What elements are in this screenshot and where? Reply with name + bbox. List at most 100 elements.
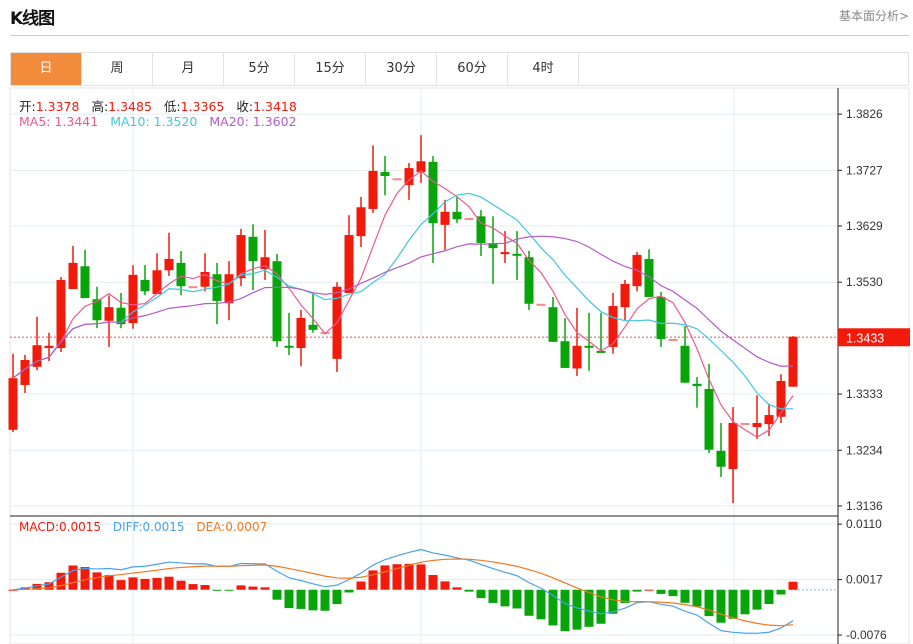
tab-day[interactable]: 日	[11, 53, 82, 85]
macd-bar	[56, 572, 66, 590]
candle	[572, 307, 582, 376]
tab-30min[interactable]: 30分	[366, 53, 437, 85]
candle-body	[692, 383, 702, 387]
macd-bar	[656, 589, 666, 594]
fundamental-analysis-link[interactable]: 基本面分析>	[838, 9, 909, 23]
candle	[272, 253, 282, 347]
macd-info: MACD:0.0015 DIFF:0.0015 DEA:0.0007	[19, 520, 275, 534]
price-tick-label: 1.3530	[846, 275, 883, 289]
tab-month[interactable]: 月	[153, 53, 224, 85]
ma20-value: MA20: 1.3602	[209, 114, 297, 129]
candle	[152, 253, 162, 295]
macd-bar	[332, 589, 342, 605]
candle	[440, 199, 450, 250]
candle	[380, 156, 390, 196]
macd-bar	[116, 580, 126, 590]
macd-bar	[308, 589, 318, 611]
candle-body	[608, 306, 618, 347]
ma20-line	[12, 235, 794, 379]
candle-body	[680, 345, 690, 383]
candle-body	[728, 423, 738, 470]
candle	[452, 197, 462, 224]
close-value: 1.3418	[253, 99, 297, 114]
diff-value: DIFF:0.0015	[112, 520, 185, 534]
candle	[368, 145, 378, 213]
candle-body	[344, 235, 354, 293]
macd-bar	[200, 585, 210, 590]
period-tabs: 日 周 月 5分 15分 30分 60分 4时	[10, 52, 909, 86]
price-tick-label: 1.3234	[846, 443, 883, 457]
tab-week[interactable]: 周	[82, 53, 153, 85]
candle	[356, 197, 366, 247]
candle	[416, 135, 426, 183]
candle-body	[284, 345, 294, 348]
candle	[620, 279, 630, 321]
macd-bar	[608, 589, 618, 614]
macd-bar	[80, 567, 90, 590]
candle	[212, 262, 222, 325]
candle-body	[356, 207, 366, 237]
candle-body	[140, 279, 150, 292]
macd-tick-label: 0.0017	[846, 573, 883, 587]
candle	[656, 291, 666, 347]
macd-bar	[236, 585, 246, 590]
macd-bar	[224, 589, 234, 591]
candle-body	[92, 299, 102, 321]
macd-bar	[728, 589, 738, 619]
candle-body	[740, 423, 750, 426]
candle	[464, 218, 474, 221]
ma10-value: MA10: 1.3520	[110, 114, 198, 129]
candle	[32, 316, 42, 371]
candle	[140, 265, 150, 296]
candle-body	[656, 296, 666, 339]
macd-bar	[488, 589, 498, 603]
candle-body	[716, 450, 726, 467]
high-value: 1.3485	[108, 99, 152, 114]
candle	[740, 423, 750, 426]
macd-bar	[416, 564, 426, 590]
candle	[8, 353, 18, 433]
candle-body	[512, 253, 522, 256]
ma-info: MA5: 1.3441 MA10: 1.3520 MA20: 1.3602	[19, 114, 305, 129]
macd-bar	[452, 587, 462, 590]
macd-bar	[284, 589, 294, 609]
candle-body	[752, 423, 762, 427]
candle	[116, 292, 126, 329]
macd-bar	[188, 584, 198, 590]
tab-15min[interactable]: 15分	[295, 53, 366, 85]
candle-body	[428, 161, 438, 224]
macd-bar	[152, 577, 162, 590]
macd-bar	[788, 581, 798, 590]
macd-bar	[368, 570, 378, 590]
ma5-value: MA5: 1.3441	[19, 114, 99, 129]
dea-value: DEA:0.0007	[196, 520, 268, 534]
candle-body	[584, 345, 594, 348]
candle-body	[548, 307, 558, 342]
macd-bar	[584, 589, 594, 627]
macd-bar	[260, 587, 270, 590]
candle-body	[104, 307, 114, 321]
current-price-badge	[838, 328, 910, 347]
tab-60min[interactable]: 60分	[437, 53, 508, 85]
candle	[344, 215, 354, 293]
candle-body	[404, 168, 414, 186]
candle	[56, 277, 66, 353]
macd-bar	[128, 577, 138, 590]
macd-bar	[740, 589, 750, 615]
candle-body	[368, 170, 378, 209]
macd-bar	[44, 582, 54, 590]
macd-bar	[380, 565, 390, 590]
candle-body	[128, 274, 138, 324]
candle-body	[152, 270, 162, 295]
tab-5min[interactable]: 5分	[224, 53, 295, 85]
macd-bar	[704, 589, 714, 617]
candle-body	[704, 388, 714, 450]
macd-bar	[428, 574, 438, 590]
macd-bar	[776, 589, 786, 595]
candle-body	[392, 178, 402, 181]
candle	[296, 310, 306, 367]
candle-body	[272, 261, 282, 342]
tab-4hour[interactable]: 4时	[508, 53, 579, 85]
candle	[644, 249, 654, 297]
